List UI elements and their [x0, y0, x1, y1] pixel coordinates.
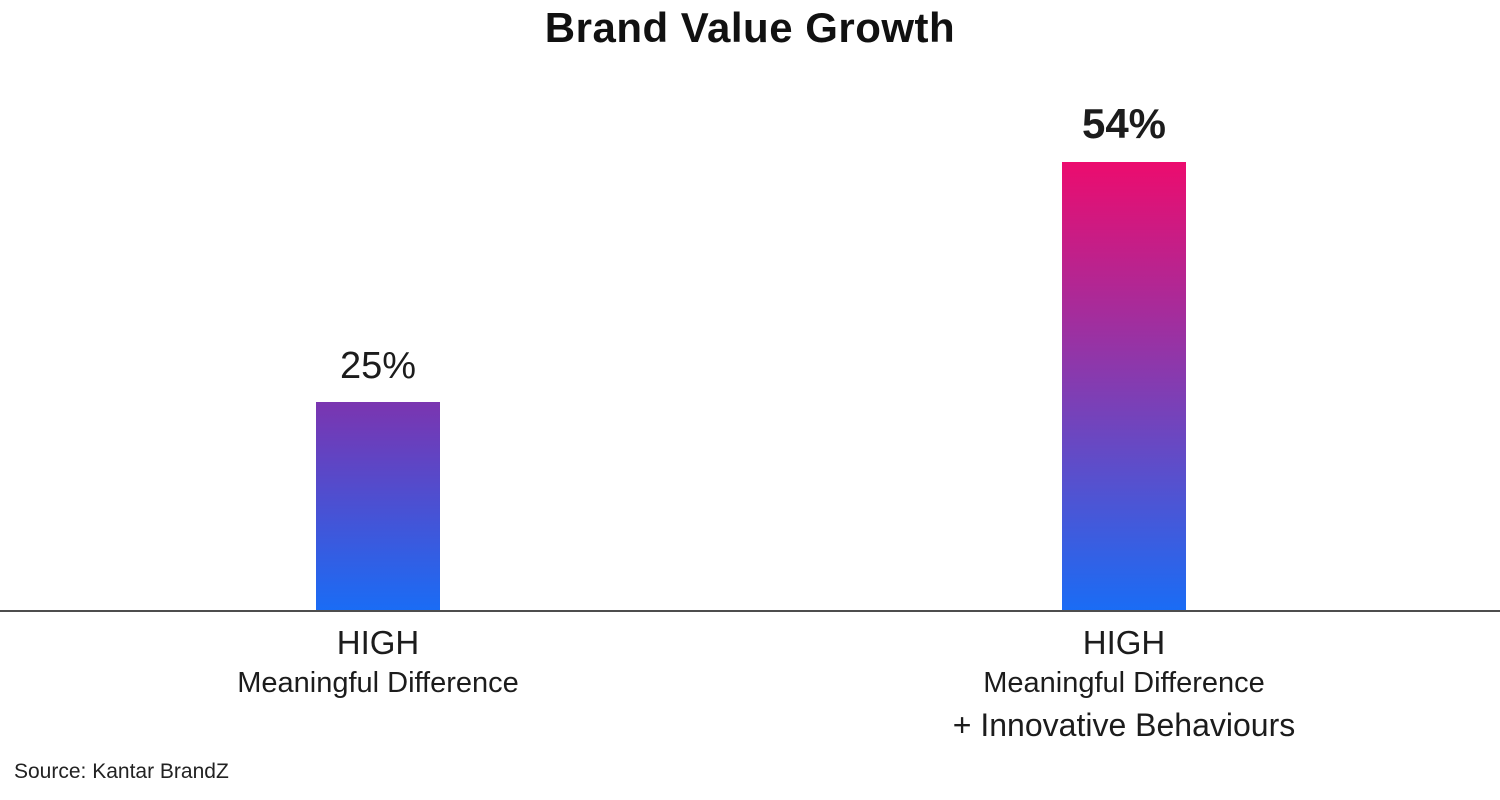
category-label-left: HIGH Meaningful Difference — [237, 622, 519, 704]
category-right-line3: + Innovative Behaviours — [952, 706, 1296, 743]
bar-value-label-right: 54% — [1081, 100, 1167, 147]
x-axis-line — [0, 610, 1500, 612]
bar-high-meaningful-difference-innovative-behaviours — [1062, 162, 1186, 610]
category-label-right: HIGH Meaningful Difference + Innovative … — [953, 622, 1295, 747]
chart-title: Brand Value Growth — [544, 4, 956, 51]
bar-value-label-left: 25% — [339, 345, 417, 387]
category-left-line2: Meaningful Difference — [237, 667, 519, 700]
category-right-line2: Meaningful Difference — [983, 667, 1265, 700]
category-left-line1: HIGH — [336, 624, 420, 661]
source-note: Source: Kantar BrandZ — [14, 760, 229, 783]
bar-high-meaningful-difference — [316, 402, 440, 610]
category-right-line1: HIGH — [1082, 624, 1166, 661]
